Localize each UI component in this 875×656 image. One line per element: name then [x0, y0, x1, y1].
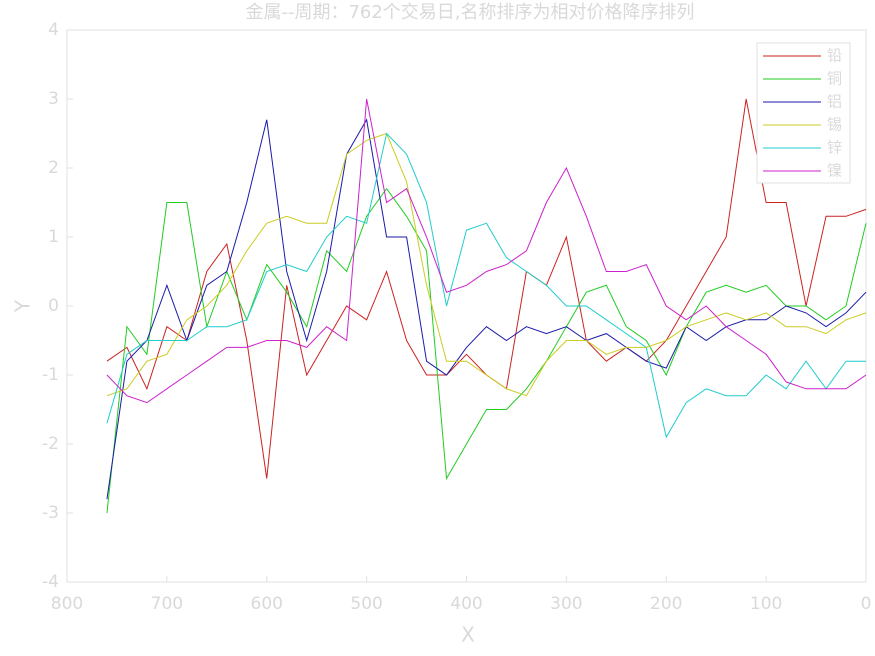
x-tick-label: 0 — [861, 594, 872, 614]
legend-label: 铅 — [827, 47, 842, 65]
series-line — [106, 187, 867, 514]
y-tick-label: 2 — [48, 158, 59, 178]
x-tick-label: 100 — [750, 594, 782, 614]
legend-label: 铝 — [827, 93, 842, 111]
x-tick-label: 600 — [251, 594, 283, 614]
x-tick-label: 700 — [151, 594, 183, 614]
series-line — [106, 132, 867, 397]
y-tick-label: 3 — [48, 89, 59, 109]
y-tick-label: -2 — [42, 434, 59, 454]
x-tick-label: 200 — [650, 594, 682, 614]
x-tick-label: 500 — [350, 594, 382, 614]
legend-label: 锡 — [827, 116, 842, 134]
legend-label: 铜 — [827, 70, 842, 88]
legend-label: 锌 — [827, 139, 842, 157]
legend-box — [756, 42, 851, 184]
y-tick-label: -3 — [42, 503, 59, 523]
y-tick-label: -1 — [42, 365, 59, 385]
series-line — [106, 118, 867, 500]
series-line — [106, 98, 867, 404]
legend-label: 镍 — [827, 162, 842, 180]
x-axis-label: X — [461, 623, 475, 647]
y-tick-label: 0 — [48, 296, 59, 316]
x-tick-label: 400 — [450, 594, 482, 614]
series-line — [106, 132, 866, 439]
y-tick-label: 1 — [48, 227, 59, 247]
plot-frame — [66, 29, 867, 583]
y-tick-label: -4 — [42, 572, 59, 592]
chart-title: 金属--周期：762个交易日,名称排序为相对价格降序排列 — [245, 2, 694, 23]
x-tick-label: 800 — [51, 594, 83, 614]
y-axis-label: Y — [11, 299, 35, 313]
y-tick-label: 4 — [48, 20, 59, 40]
x-tick-label: 300 — [550, 594, 582, 614]
